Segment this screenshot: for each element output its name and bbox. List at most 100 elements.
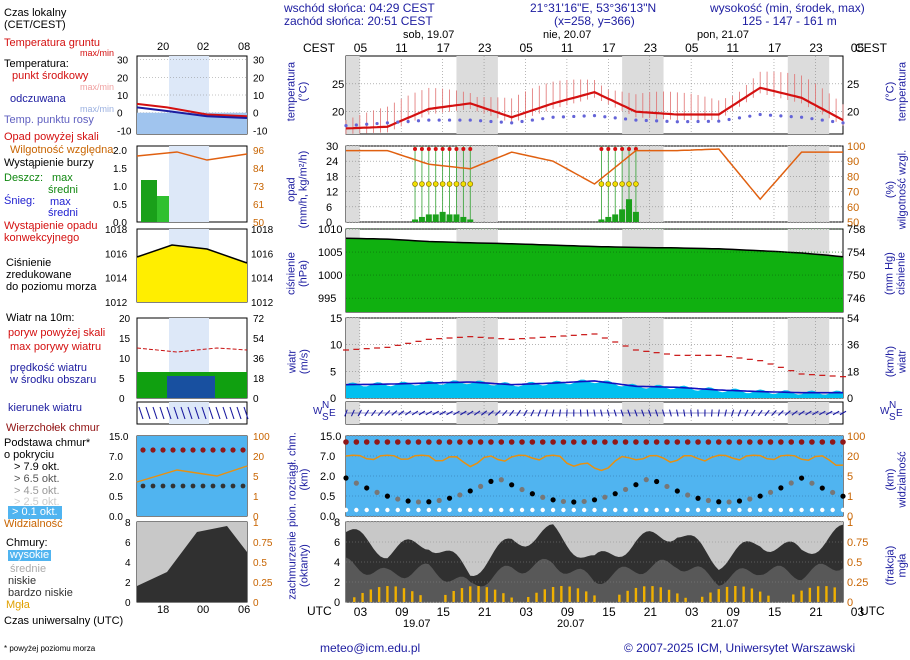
- cloud-low-dot: [644, 507, 649, 513]
- hum-ytick-right-1: 60: [847, 202, 859, 214]
- cloud-base-dot: [674, 488, 680, 494]
- storm-dot-7: [460, 181, 467, 187]
- dewpoint-point: [789, 114, 793, 119]
- mini-temp-ytick-right-4: 30: [253, 56, 265, 67]
- mini-cloud-base-dot: [200, 483, 206, 489]
- cloud-base-dot: [509, 482, 515, 488]
- cld-ytick-left-2: 2.0: [320, 471, 335, 483]
- mini-cloud-base-dot: [170, 483, 176, 489]
- mini-temp-ytick-left-4: 30: [117, 56, 129, 67]
- mini-cover-area: [137, 526, 247, 602]
- day-bottom-1: 19.07: [403, 618, 431, 630]
- mini-press-ytick-left-2: 1014: [105, 274, 128, 285]
- cloud-top-dot: [374, 439, 380, 445]
- dewpoint-point: [592, 114, 597, 118]
- wind-arrow: [717, 409, 720, 417]
- dewpoint-point: [831, 119, 835, 124]
- cloud-low-dot: [436, 507, 442, 513]
- altitude-label: wysokość (min, środek, max): [710, 1, 865, 15]
- cov-ytick-left-1: 2: [334, 577, 340, 589]
- legend-wind-speed1: prędkość wiatru: [10, 362, 88, 374]
- wind-arrow: [613, 409, 617, 417]
- dewpoint-point: [375, 121, 379, 126]
- temp-ytick-left-0: 20: [332, 107, 344, 119]
- compass-s-left: S: [322, 412, 329, 423]
- cld-ytick-left-4: 0.0: [320, 511, 335, 523]
- prec-ytick-left-4: 24: [326, 156, 338, 168]
- dewpoint-point: [717, 119, 721, 123]
- wind-arrow: [350, 409, 355, 417]
- wind-arrow: [620, 409, 624, 417]
- cloud-base-dot: [581, 498, 587, 505]
- legend-visibility: Widzialność: [4, 518, 63, 530]
- fog-bar: [502, 593, 505, 602]
- mini-wind-ytick-right-2: 36: [253, 354, 265, 365]
- mini-wind-arrow: [229, 406, 235, 420]
- wind-arrow: [668, 409, 672, 417]
- tick-local-5: 11: [561, 41, 574, 55]
- mini-wind-ytick-right-3: 18: [253, 374, 265, 385]
- dewpoint-point: [675, 120, 679, 124]
- vis-ytick-right-0: 100: [847, 431, 865, 443]
- legend-pressure2: zredukowane: [6, 269, 72, 281]
- footer-email[interactable]: meteo@icm.edu.pl: [320, 641, 421, 655]
- cov-ytick-left-0: 0: [334, 597, 340, 609]
- cloud-base-dot: [778, 485, 784, 491]
- tick-utc-11: 21: [809, 605, 823, 619]
- fog-bar: [585, 591, 588, 602]
- coordinates-text: 21°31'16"E, 53°36'13"N: [530, 1, 657, 15]
- rain-bar-9: [598, 219, 605, 222]
- legend-mid-maxmin: max/min: [80, 82, 115, 92]
- fog-bar: [477, 586, 480, 602]
- storm-dot-3: [432, 181, 439, 187]
- wind-arrow: [839, 410, 847, 416]
- press-ytick-left-3: 1010: [318, 224, 342, 236]
- mini-press-ytick-left-3: 1012: [105, 298, 128, 309]
- cloud-low-dot: [726, 507, 732, 513]
- cloud-top-dot: [498, 439, 505, 445]
- mini-temp-perceived: [136, 106, 248, 120]
- fog-bar: [825, 586, 828, 602]
- tick-local-12: 05: [851, 41, 865, 55]
- legend-wind-speed2: w środku obszaru: [10, 374, 97, 386]
- cloud-base-dot: [840, 493, 846, 499]
- dewpoint-point: [799, 115, 804, 119]
- rain-bar-4: [439, 211, 446, 222]
- press-ytick-left-0: 995: [318, 293, 336, 305]
- rain-bar-8: [467, 219, 474, 222]
- cloud-top-dot: [560, 439, 567, 445]
- cloud-low-dot: [840, 507, 846, 513]
- tick-local-11: 23: [809, 41, 823, 55]
- wind-ytick-left-2: 10: [330, 340, 342, 352]
- fog-bar: [750, 588, 754, 602]
- cloud-top-dot: [819, 439, 826, 445]
- mini-wind-arrow: [208, 406, 214, 420]
- fog-bar: [734, 586, 737, 602]
- cloud-top-dot: [488, 439, 494, 445]
- mini-wind-ytick-left-1: 15: [119, 334, 131, 345]
- mini-wind-arrow: [215, 406, 221, 420]
- cloud-top-dot: [840, 439, 846, 445]
- legend-wind10: Wiatr na 10m:: [6, 312, 75, 324]
- cloud-low-dot: [457, 507, 463, 513]
- mini-press-ytick-left-0: 1018: [105, 225, 128, 236]
- wind-arrow: [425, 410, 433, 416]
- night-shade-prec-0: [346, 146, 360, 222]
- mini-cloud-top-dot: [180, 447, 186, 453]
- cloud-low-dot: [789, 507, 794, 513]
- storm-dot-8: [467, 181, 474, 187]
- wind-arrow: [606, 409, 610, 417]
- dewpoint-point: [686, 120, 690, 124]
- rain-bar-12: [619, 209, 626, 222]
- legend-humidity: Wilgotność względna: [10, 144, 114, 156]
- fog-bar: [717, 589, 720, 602]
- day-label-3: pon, 21.07: [697, 29, 749, 41]
- dewpoint-point: [737, 116, 742, 120]
- fog-bar: [816, 586, 820, 602]
- compass-e-right: E: [896, 408, 903, 419]
- dewpoint-point: [520, 119, 524, 124]
- tick-local-7: 23: [644, 41, 658, 55]
- cloud-base-dot: [809, 480, 815, 486]
- prec-ytick-left-0: 0: [326, 217, 332, 229]
